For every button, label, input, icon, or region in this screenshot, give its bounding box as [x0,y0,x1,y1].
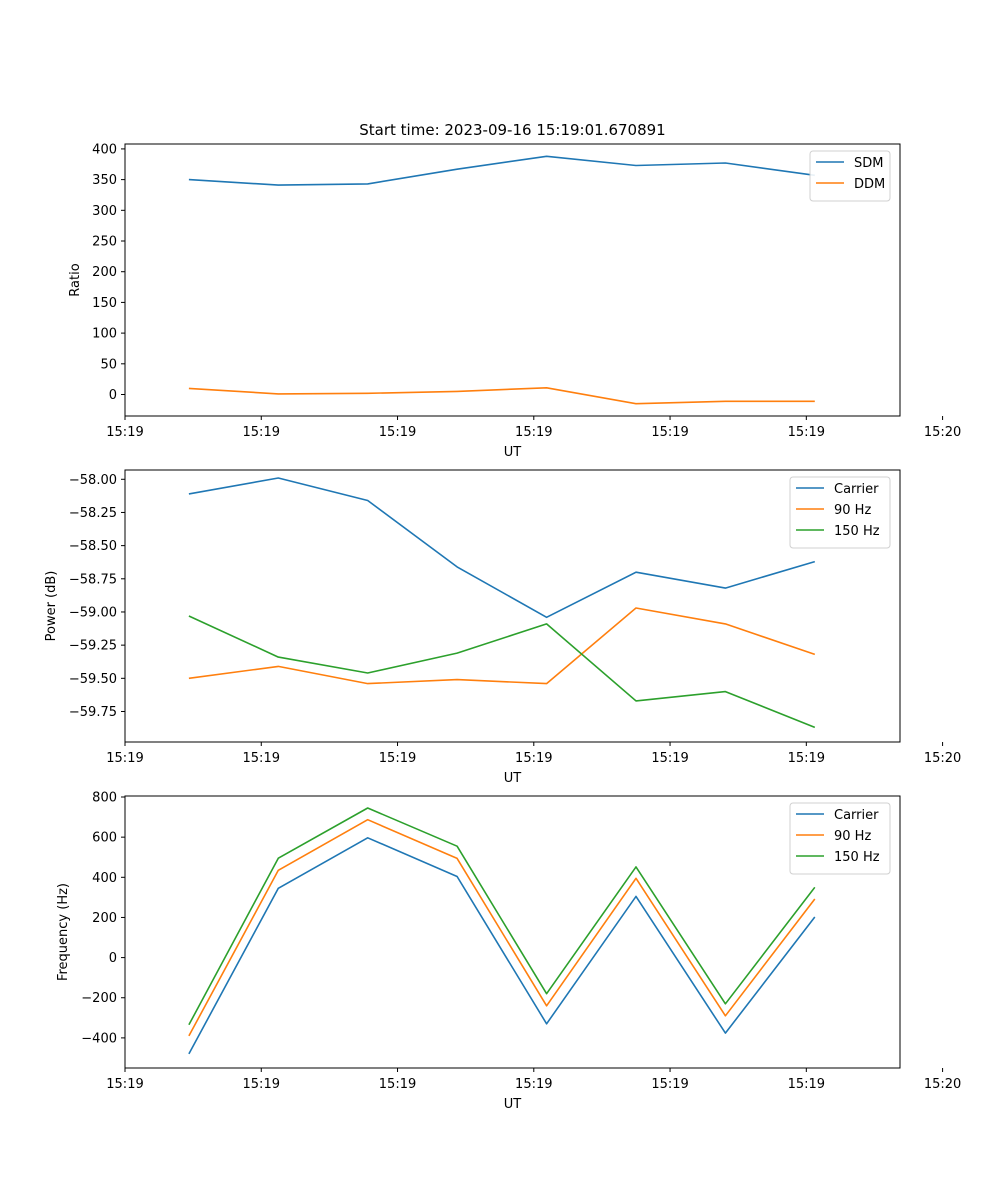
legend-label: 150 Hz [834,524,880,539]
x-tick-label: 15:19 [106,425,143,440]
y-tick-label: −58.75 [69,572,117,587]
y-tick-label: −58.25 [69,506,117,521]
x-tick-label: 15:19 [106,1077,143,1092]
y-axis-label: Power (dB) [44,571,59,642]
series-line-sdm [188,155,815,186]
legend: Carrier 90 Hz 150 Hz [789,802,891,875]
x-tick-label: 15:19 [379,425,416,440]
subplot-3: 15:19 15:19 15:19 15:19 15:19 15:19 15:20 −400 −… [56,791,961,1112]
series-line-90-hz [188,818,816,1037]
x-tick-label: 15:19 [651,425,688,440]
series-line-ddm [188,386,815,405]
subplot-2: 15:19 15:19 15:19 15:19 15:19 15:19 15:20 −59.7… [44,469,961,786]
y-tick-label: −59.50 [69,672,117,687]
y-tick-label: 400 [92,142,117,157]
x-tick-label: 15:19 [243,425,280,440]
x-tick-label: 15:19 [243,1077,280,1092]
y-tick-label: 250 [92,235,117,250]
x-tick-label: 15:19 [243,751,280,766]
legend-box [809,150,891,202]
plot-frame [124,143,901,417]
y-tick-label: −59.75 [69,705,117,720]
y-tick-label: 200 [92,265,117,280]
y-tick-label: 150 [92,296,117,311]
y-tick-label: 800 [92,791,117,806]
y-tick-label: −400 [81,1031,117,1046]
x-tick-label: 15:19 [106,751,143,766]
x-tick-label: 15:19 [515,1077,552,1092]
series-line-150-hz [188,807,816,1026]
x-tick-label: 15:20 [924,1077,961,1092]
legend-label: Carrier [834,808,879,823]
subplots: 15:19 15:19 15:19 15:19 15:19 15:19 15:20 0 50 10… [44,142,961,1112]
y-tick-label: −59.00 [69,605,117,620]
legend-label: DDM [854,177,885,192]
legend-label: 90 Hz [834,829,871,844]
legend-label: SDM [854,156,883,171]
series-line-carrier [188,836,816,1055]
x-tick-label: 15:20 [924,751,961,766]
y-tick-label: 100 [92,327,117,342]
legend-label: 150 Hz [834,850,880,865]
subplot-1: 15:19 15:19 15:19 15:19 15:19 15:19 15:20 0 50 10… [68,142,961,460]
y-tick-label: 0 [109,951,117,966]
plot-frame [124,469,901,743]
x-tick-label: 15:19 [788,751,825,766]
legend-label: 90 Hz [834,503,871,518]
y-tick-label: 350 [92,173,117,188]
x-tick-label: 15:19 [379,1077,416,1092]
y-tick-label: −58.00 [69,473,117,488]
x-axis-label: UT [504,445,522,460]
x-tick-label: 15:19 [651,751,688,766]
figure-title: Start time: 2023-09-16 15:19:01.670891 [359,121,665,139]
y-tick-label: 600 [92,831,117,846]
x-tick-label: 15:19 [515,751,552,766]
legend-label: Carrier [834,482,879,497]
x-tick-label: 15:19 [651,1077,688,1092]
x-tick-label: 15:19 [788,1077,825,1092]
y-tick-label: 300 [92,204,117,219]
y-tick-label: 200 [92,911,117,926]
plot-frame [124,795,901,1069]
y-tick-label: 50 [100,357,117,372]
series-line-carrier [188,477,816,619]
x-axis-label: UT [504,771,522,786]
y-tick-label: 0 [109,388,117,403]
x-tick-label: 15:19 [788,425,825,440]
x-tick-label: 15:20 [924,425,961,440]
series-line-150-hz [188,615,816,729]
x-tick-label: 15:19 [379,751,416,766]
y-axis-label: Ratio [68,263,83,296]
legend: SDM DDM [809,150,891,202]
y-axis-label: Frequency (Hz) [56,883,71,981]
legend: Carrier 90 Hz 150 Hz [789,476,891,549]
y-tick-label: −59.25 [69,639,117,654]
x-tick-label: 15:19 [515,425,552,440]
series-line-90-hz [188,607,816,685]
y-tick-label: 400 [92,871,117,886]
y-tick-label: −200 [81,991,117,1006]
y-tick-label: −58.50 [69,539,117,554]
x-axis-label: UT [504,1097,522,1112]
